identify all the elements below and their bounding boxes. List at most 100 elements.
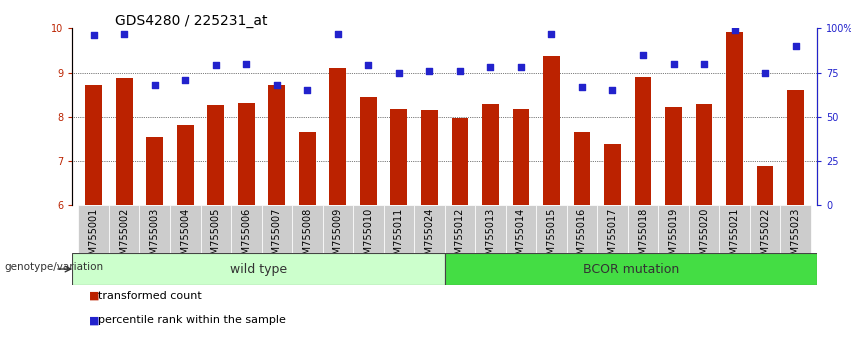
Point [300,87,314,93]
Bar [268,85,285,205]
Point [392,70,406,75]
Bar [444,205,475,253]
Point [697,61,711,67]
Bar [231,205,261,253]
Bar [475,205,505,253]
Bar [201,205,231,253]
Point [728,27,741,33]
Bar [787,90,804,205]
Text: GSM755019: GSM755019 [669,208,678,267]
Point [179,77,192,82]
Point [362,63,375,68]
Text: wild type: wild type [230,263,287,275]
Text: BCOR mutation: BCOR mutation [583,263,679,275]
Bar [695,103,712,205]
Bar [444,253,817,285]
Text: GSM755023: GSM755023 [791,208,801,267]
Bar [597,205,628,253]
Point [575,84,589,90]
Text: GSM755015: GSM755015 [546,208,557,267]
Text: GSM755006: GSM755006 [242,208,251,267]
Point [545,31,558,36]
Bar [726,32,743,205]
Point [606,87,620,93]
Point [666,61,680,67]
Bar [780,205,811,253]
Point [239,61,253,67]
Bar [261,205,292,253]
Bar [414,205,444,253]
Bar [177,125,194,205]
Bar [109,205,140,253]
Bar [635,77,651,205]
Bar [360,97,377,205]
Point [270,82,283,88]
Text: GSM755003: GSM755003 [150,208,160,267]
Bar [238,103,254,205]
Point [789,43,802,49]
Bar [567,205,597,253]
Bar [140,205,170,253]
Point [423,68,437,74]
Text: GDS4280 / 225231_at: GDS4280 / 225231_at [115,14,267,28]
Text: GSM755018: GSM755018 [638,208,648,267]
Bar [146,137,163,205]
Point [87,33,100,38]
Bar [512,109,529,205]
Bar [659,205,688,253]
Text: GSM755013: GSM755013 [485,208,495,267]
Text: percentile rank within the sample: percentile rank within the sample [98,315,286,325]
Text: transformed count: transformed count [98,291,202,301]
Bar [750,205,780,253]
Point [148,82,162,88]
Bar [323,205,353,253]
Bar [719,205,750,253]
Bar [482,104,499,205]
Text: GSM755014: GSM755014 [516,208,526,267]
Text: ■: ■ [89,315,100,325]
Text: GSM755001: GSM755001 [89,208,99,267]
Point [453,68,466,74]
Bar [299,132,316,205]
Bar [536,205,567,253]
Point [637,52,650,58]
Bar [628,205,659,253]
Point [331,31,345,36]
Bar [353,205,384,253]
Bar [543,56,560,205]
Point [483,64,497,70]
Bar [391,109,408,205]
Bar [85,85,102,205]
Text: genotype/variation: genotype/variation [4,262,103,272]
Text: GSM755017: GSM755017 [608,208,618,267]
Bar [170,205,201,253]
Bar [574,132,591,205]
Bar [78,205,109,253]
Text: GSM755007: GSM755007 [271,208,282,267]
Text: GSM755005: GSM755005 [211,208,220,267]
Text: GSM755021: GSM755021 [729,208,740,267]
Text: GSM755010: GSM755010 [363,208,374,267]
Bar [116,78,133,205]
Text: GSM755004: GSM755004 [180,208,191,267]
Bar [604,144,621,205]
Point [209,63,223,68]
Bar [452,118,468,205]
Text: GSM755002: GSM755002 [119,208,129,267]
Bar [421,110,437,205]
Text: GSM755024: GSM755024 [425,208,434,267]
Text: GSM755020: GSM755020 [699,208,709,267]
Text: GSM755008: GSM755008 [302,208,312,267]
Bar [292,205,323,253]
Bar [208,105,224,205]
Text: ■: ■ [89,291,100,301]
Bar [384,205,414,253]
Point [758,70,772,75]
Bar [329,68,346,205]
Point [514,64,528,70]
Point [117,31,131,36]
Text: GSM755011: GSM755011 [394,208,404,267]
Bar [72,253,444,285]
Bar [665,107,682,205]
Text: GSM755012: GSM755012 [455,208,465,267]
